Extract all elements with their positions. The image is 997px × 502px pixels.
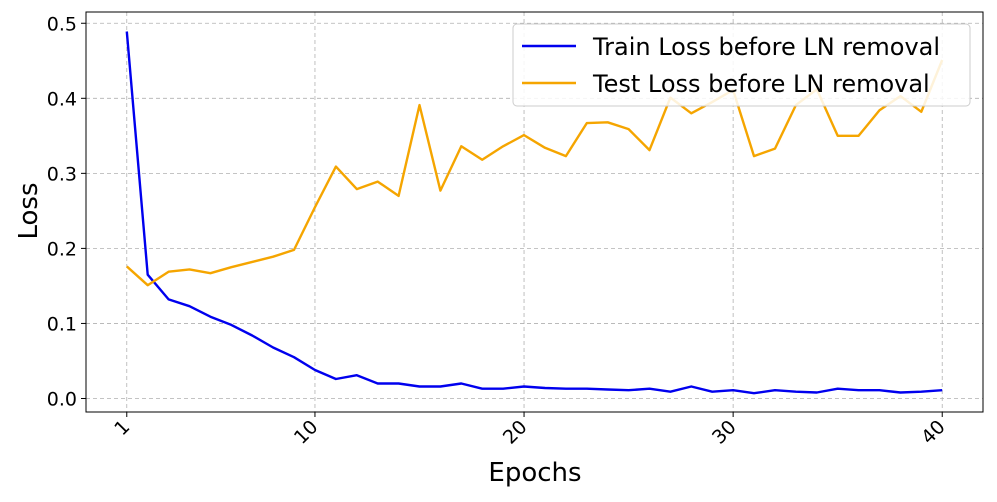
legend-test-label: Test Loss before LN removal [592, 70, 930, 98]
train-loss-line [125, 31, 943, 395]
plot-frame [85, 11, 984, 413]
legend-train-label: Train Loss before LN removal [592, 33, 940, 61]
y-tick-label: 0.5 [47, 13, 77, 35]
x-axis-label: Epochs [488, 458, 581, 488]
y-tick-label: 0.4 [47, 88, 77, 110]
y-tick-label: 0.1 [47, 313, 77, 335]
legend: Train Loss before LN removal Test Loss b… [512, 23, 971, 107]
legend-box [512, 23, 971, 107]
y-tick-label: 0.0 [47, 388, 77, 410]
y-tick-label: 0.2 [47, 238, 77, 260]
y-axis-label: Loss [14, 182, 44, 239]
y-axis-ticks: 0.0 0.1 0.2 0.3 0.4 0.5 [47, 13, 86, 410]
y-tick-label: 0.3 [47, 163, 77, 185]
